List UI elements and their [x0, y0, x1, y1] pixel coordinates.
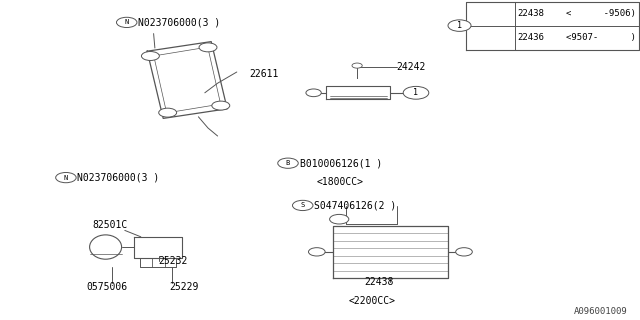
Text: 22438: 22438 — [365, 277, 394, 287]
Circle shape — [141, 52, 159, 60]
Circle shape — [292, 200, 313, 211]
Text: N: N — [125, 20, 129, 25]
Text: 1: 1 — [457, 21, 462, 30]
Circle shape — [306, 89, 321, 97]
Text: 22438: 22438 — [518, 9, 545, 18]
Circle shape — [278, 158, 298, 168]
Text: 24242: 24242 — [397, 62, 426, 72]
Text: 22611: 22611 — [250, 68, 279, 79]
Text: 25229: 25229 — [170, 282, 199, 292]
Circle shape — [159, 108, 177, 117]
Text: 22436: 22436 — [518, 33, 545, 42]
Text: 0575006: 0575006 — [86, 282, 127, 292]
Circle shape — [448, 20, 471, 31]
Text: B010006126(1 ): B010006126(1 ) — [300, 158, 382, 168]
Circle shape — [456, 248, 472, 256]
Text: N: N — [64, 175, 68, 180]
Circle shape — [116, 17, 137, 28]
Text: <9507-      ): <9507- ) — [566, 33, 636, 42]
Circle shape — [403, 86, 429, 99]
Circle shape — [308, 248, 325, 256]
Text: 82501C: 82501C — [93, 220, 128, 230]
Text: A096001009: A096001009 — [573, 307, 627, 316]
Circle shape — [56, 172, 76, 183]
Text: <1800CC>: <1800CC> — [317, 177, 364, 188]
Text: <2200CC>: <2200CC> — [349, 296, 396, 306]
Text: <      -9506): < -9506) — [566, 9, 636, 18]
Text: 25232: 25232 — [159, 256, 188, 267]
Text: N023706000(3 ): N023706000(3 ) — [138, 17, 221, 28]
Circle shape — [352, 63, 362, 68]
Text: 1: 1 — [413, 88, 419, 97]
Text: S047406126(2 ): S047406126(2 ) — [314, 200, 397, 211]
Text: B: B — [286, 160, 290, 166]
Circle shape — [212, 101, 230, 110]
Text: N023706000(3 ): N023706000(3 ) — [77, 172, 160, 183]
Circle shape — [330, 214, 349, 224]
Text: S: S — [301, 203, 305, 208]
Circle shape — [199, 43, 217, 52]
